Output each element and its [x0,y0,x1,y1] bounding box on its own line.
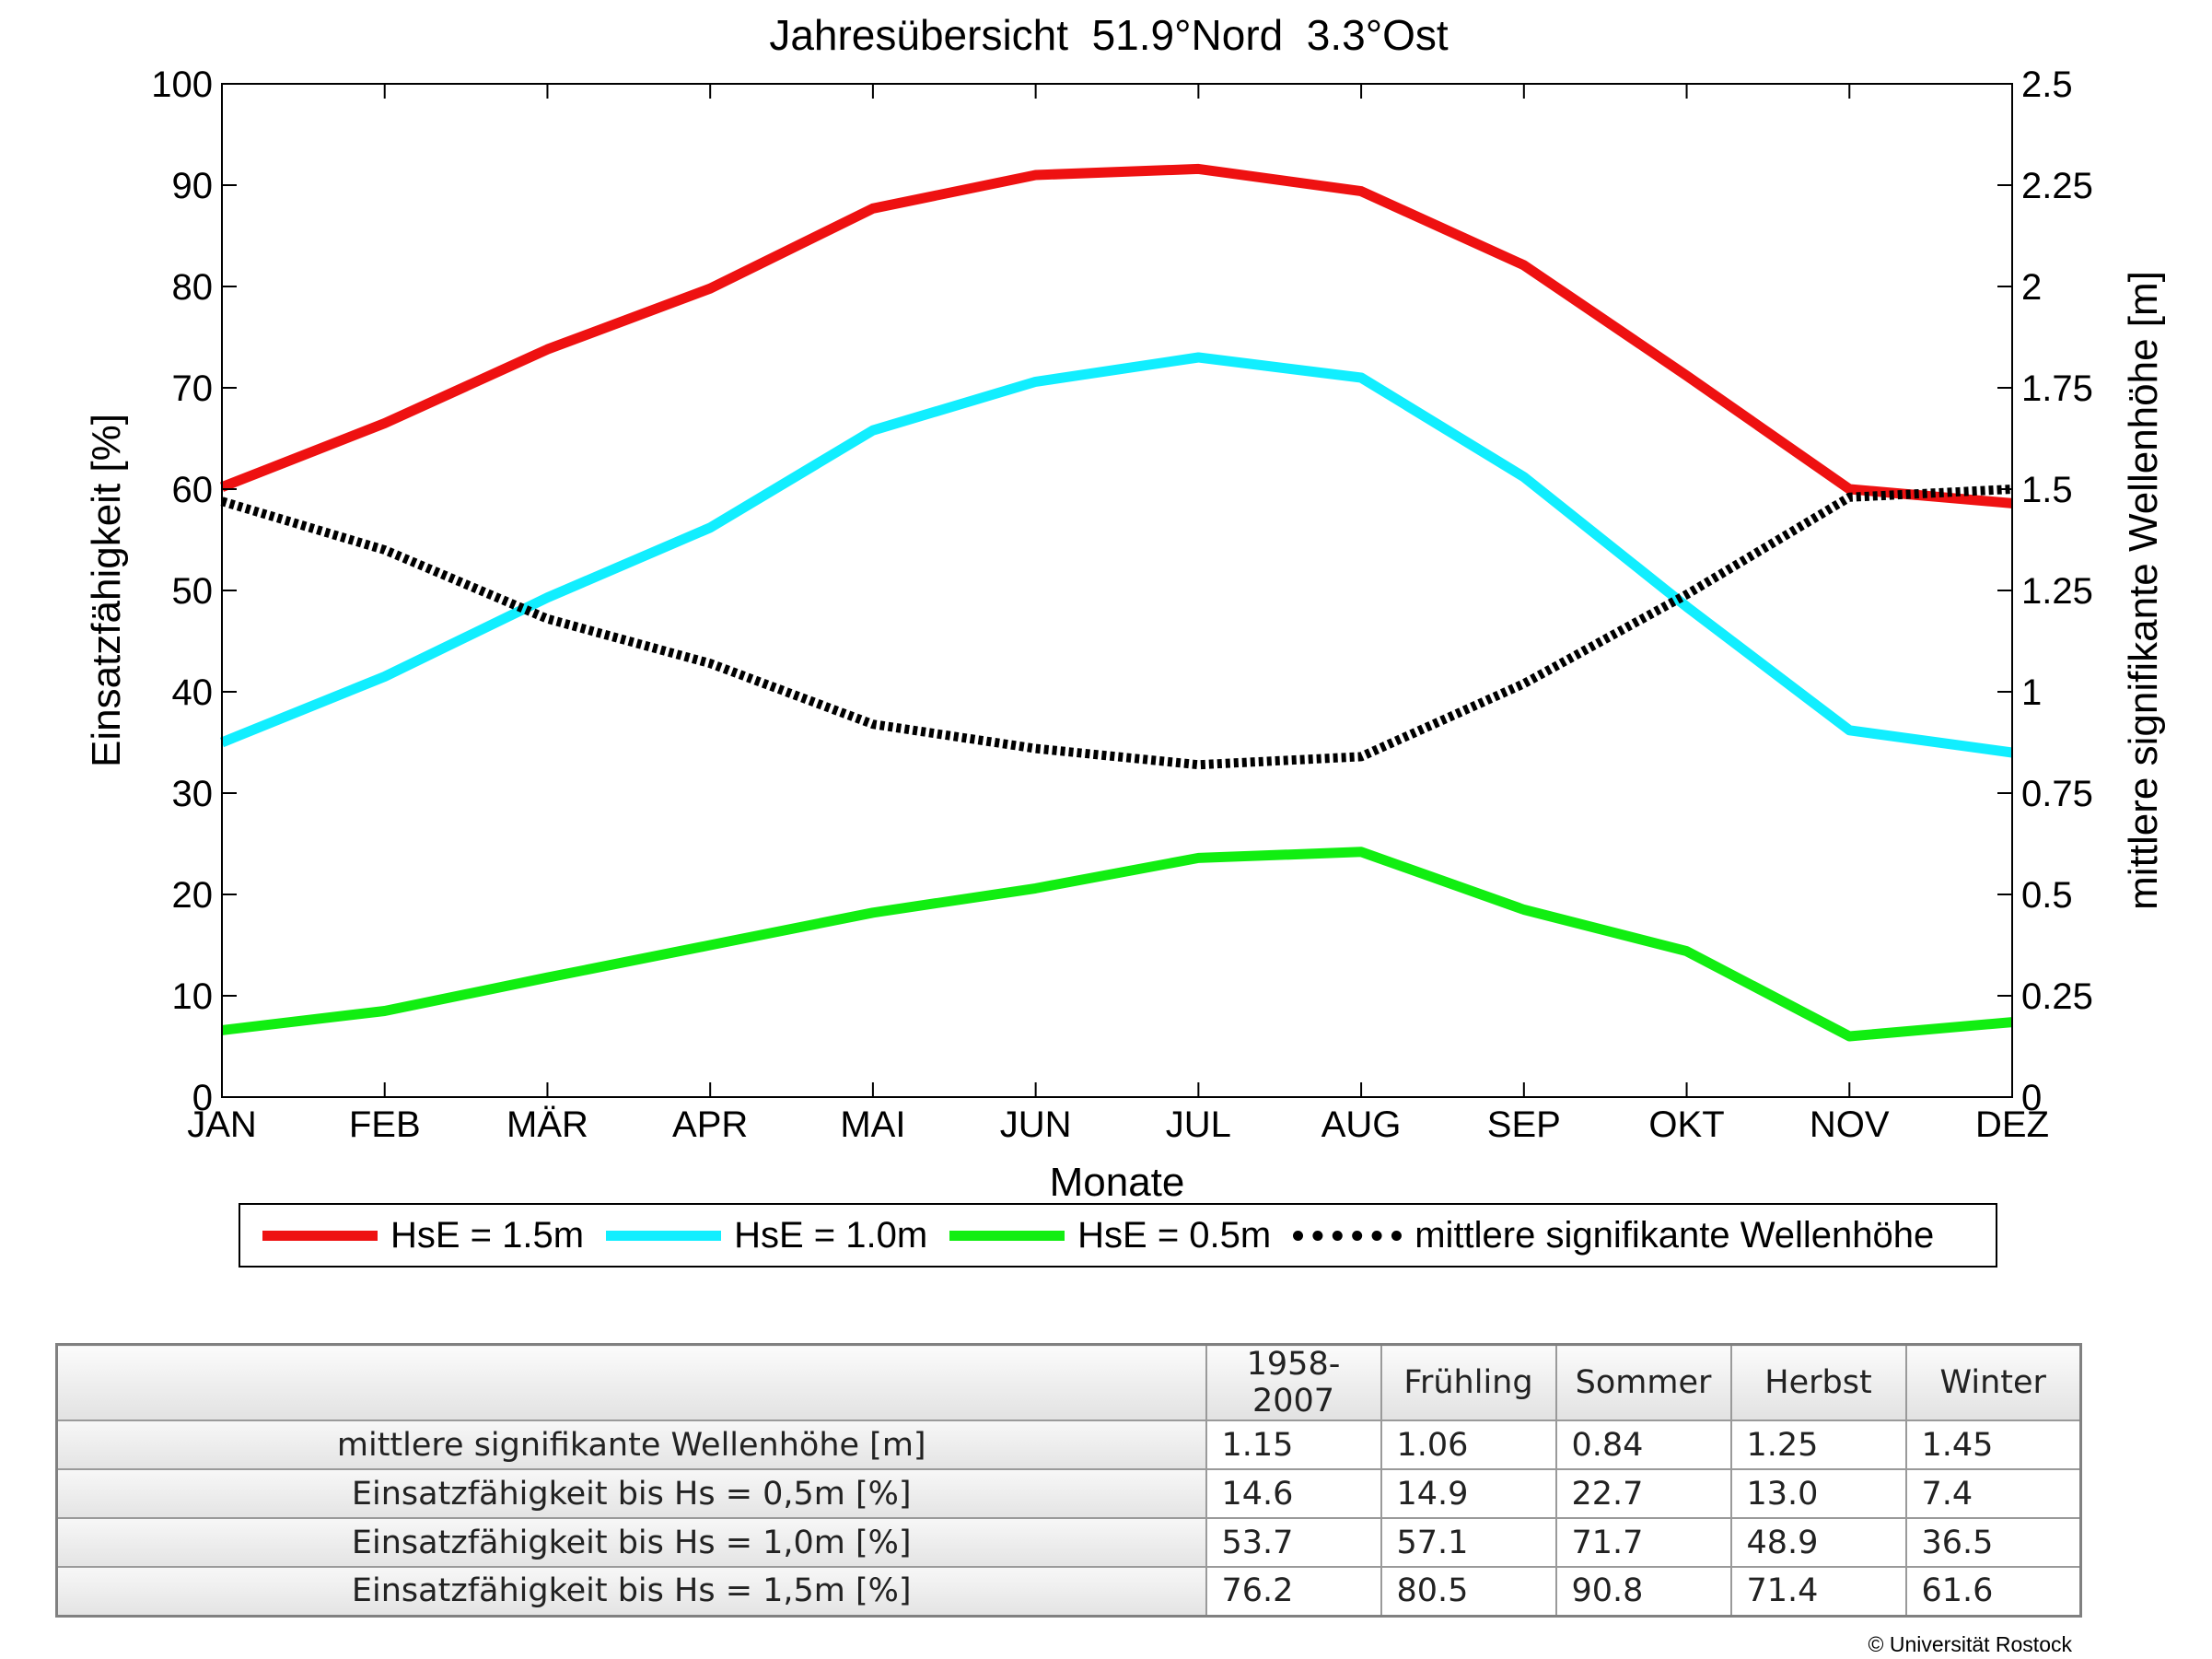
y2-tick-label: 0.5 [2021,875,2073,916]
table-corner-cell [55,1343,1207,1421]
y-tick-label: 10 [172,976,214,1017]
y2-tick-label: 0.75 [2021,774,2093,814]
y-axis-label: Einsatzfähigkeit [%] [84,414,129,767]
y-tick-label: 60 [172,470,214,510]
chart-title: Jahresübersicht 51.9°Nord 3.3°Ost [769,11,1449,59]
axis-ticks [221,83,2013,1098]
x-tick-label: NOV [1810,1104,1890,1145]
y2-tick-labels: 0 0.25 0.5 0.75 1 1.25 1.5 1.75 2 2.25 2.5 [2021,64,2093,1118]
y-tick-label: 40 [172,672,214,713]
table-row-label: Einsatzfähigkeit bis Hs = 1,5m [%] [55,1566,1207,1617]
chart: Jahresübersicht 51.9°Nord 3.3°Ost 010203… [84,11,2166,1198]
plot-lines [219,163,2013,1042]
legend-label: mittlere signifikante Wellenhöhe [1415,1214,1935,1256]
table-row-label: Einsatzfähigkeit bis Hs = 0,5m [%] [55,1468,1207,1519]
table-cell: 90.8 [1554,1566,1732,1617]
y-tick-label: 0 [192,1078,213,1118]
legend-label: HsE = 1.5m [390,1214,585,1256]
copyright-notice: © Universität Rostock [1868,1632,2072,1656]
table-row-label: mittlere signifikante Wellenhöhe [m] [55,1419,1207,1470]
x-tick-label: FEB [349,1104,421,1145]
table-header-autumn: Herbst [1729,1343,1907,1421]
table-cell: 71.4 [1729,1566,1907,1617]
legend-label: HsE = 1.0m [734,1214,928,1256]
y-tick-label: 20 [172,875,214,916]
legend-item-wave-height: mittlere signifikante Wellenhöhe [1293,1215,1934,1256]
x-tick-label: MÄR [506,1104,588,1145]
table-header-summer: Sommer [1554,1343,1732,1421]
table-cell: 57.1 [1380,1517,1557,1568]
table-cell: 13.0 [1729,1468,1907,1519]
y-tick-label: 100 [151,64,213,105]
table-row-label: Einsatzfähigkeit bis Hs = 1,0m [%] [55,1517,1207,1568]
y2-tick-label: 1.25 [2021,571,2093,612]
legend: HsE = 1.5m HsE = 1.0m HsE = 0.5m mittler… [239,1203,1997,1268]
table-cell: 36.5 [1904,1517,2082,1568]
legend-item-hse-15: HsE = 1.5m [262,1215,584,1256]
summary-table: 1958-2007 Frühling Sommer Herbst Winter … [55,1343,2082,1618]
table-header-period: 1958-2007 [1205,1343,1382,1421]
table-cell: 14.9 [1380,1468,1557,1519]
y-tick-label: 50 [172,571,214,612]
x-tick-label: OKT [1648,1104,1724,1145]
y2-tick-label: 2 [2021,267,2042,308]
table-row: Einsatzfähigkeit bis Hs = 0,5m [%] 14.6 … [55,1468,2082,1519]
legend-swatch-red [262,1230,378,1241]
table-cell: 76.2 [1205,1566,1382,1617]
y2-tick-label: 0.25 [2021,976,2093,1017]
y2-tick-label: 2.25 [2021,166,2093,206]
x-axis-label: Monate [1050,1160,1185,1198]
table-cell: 1.15 [1205,1419,1382,1470]
table-cell: 48.9 [1729,1517,1907,1568]
y-tick-label: 90 [172,166,214,206]
legend-swatch-cyan [606,1230,722,1241]
y2-tick-label: 1 [2021,672,2042,713]
x-tick-label: SEP [1487,1104,1561,1145]
table-cell: 14.6 [1205,1468,1382,1519]
table-cell: 53.7 [1205,1517,1382,1568]
legend-item-hse-10: HsE = 1.0m [606,1215,927,1256]
table-cell: 22.7 [1554,1468,1732,1519]
table-header-spring: Frühling [1380,1343,1557,1421]
x-tick-label: MAI [840,1104,905,1145]
series-line-3 [220,485,2013,770]
table-cell: 1.25 [1729,1419,1907,1470]
x-tick-label: AUG [1321,1104,1402,1145]
x-tick-label: JUN [1000,1104,1072,1145]
series-line-0 [219,163,2013,508]
table-cell: 1.06 [1380,1419,1557,1470]
table-cell: 61.6 [1904,1566,2082,1617]
x-tick-label: DEZ [1975,1104,2049,1145]
y-tick-label: 70 [172,368,214,409]
table-cell: 1.45 [1904,1419,2082,1470]
legend-item-hse-05: HsE = 0.5m [949,1215,1271,1256]
y2-tick-label: 2.5 [2021,64,2073,105]
x-tick-label: APR [672,1104,748,1145]
x-tick-label: JUL [1166,1104,1231,1145]
table-cell: 80.5 [1380,1566,1557,1617]
y2-tick-label: 1.75 [2021,368,2093,409]
legend-label: HsE = 0.5m [1077,1214,1272,1256]
series-line-2 [221,847,2013,1042]
table-row: Einsatzfähigkeit bis Hs = 1,0m [%] 53.7 … [55,1517,2082,1568]
legend-swatch-green [949,1230,1065,1241]
y2-tick-label: 0 [2021,1078,2042,1118]
legend-swatch-dotted [1293,1230,1403,1241]
table-row: mittlere signifikante Wellenhöhe [m] 1.1… [55,1419,2082,1470]
x-tick-labels: JAN FEB MÄR APR MAI JUN JUL AUG SEP OKT NOV DEZ [187,1104,2049,1145]
x-tick-label: JAN [187,1104,257,1145]
table-header-row: 1958-2007 Frühling Sommer Herbst Winter [55,1343,2082,1421]
y2-axis-label: mittlere signifikante Wellenhöhe [m] [2121,271,2166,910]
y-tick-label: 80 [172,267,214,308]
table-row: Einsatzfähigkeit bis Hs = 1,5m [%] 76.2 … [55,1566,2082,1617]
table-header-winter: Winter [1904,1343,2082,1421]
table-cell: 7.4 [1904,1468,2082,1519]
table-cell: 0.84 [1554,1419,1732,1470]
table-cell: 71.7 [1554,1517,1732,1568]
y-tick-labels: 0 10 20 30 40 50 60 70 80 90 100 [151,64,213,1118]
y-tick-label: 30 [172,774,214,814]
y2-tick-label: 1.5 [2021,470,2073,510]
